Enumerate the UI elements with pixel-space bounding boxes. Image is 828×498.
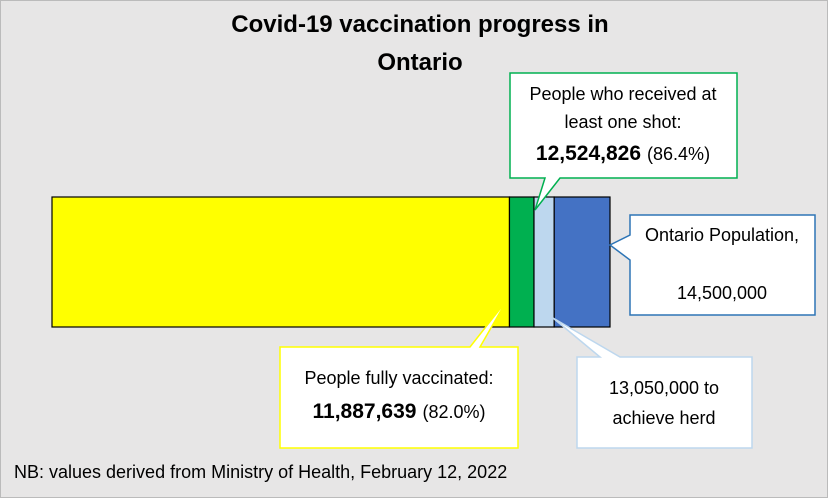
callout-population: [608, 214, 816, 316]
value-label: 12,524,826: [536, 142, 641, 165]
one-shot-label: People who received at least one shot:: [529, 84, 716, 132]
callout-fully: [279, 299, 519, 449]
bar-segment: [533, 196, 555, 328]
herd-label: achieve herd: [612, 408, 715, 428]
value-label: 13,050,000: [609, 378, 699, 398]
one-shot-value: 12,524,826 (86.4%): [536, 142, 710, 165]
fully-value: 11,887,639 (82.0%): [313, 400, 486, 423]
value-label: 11,887,639: [313, 400, 417, 423]
share-label: (82.0%): [422, 402, 485, 422]
population-label: Ontario Population,: [645, 225, 799, 245]
callout-herd: [552, 317, 753, 449]
bar-segment: [553, 196, 611, 328]
bar-segment: [508, 196, 535, 328]
herd-label-part: to: [704, 378, 719, 398]
bar-segment: [51, 196, 511, 328]
callout-one-shot: [509, 72, 738, 211]
share-label: (86.4%): [647, 144, 710, 164]
herd-value: 13,050,000 to: [609, 378, 719, 398]
population-value: 14,500,000: [677, 283, 767, 303]
footnote: NB: values derived from Ministry of Heal…: [14, 462, 507, 482]
chart-title: Covid-19 vaccination progress in Ontario: [231, 11, 608, 76]
fully-label: People fully vaccinated:: [304, 368, 493, 388]
